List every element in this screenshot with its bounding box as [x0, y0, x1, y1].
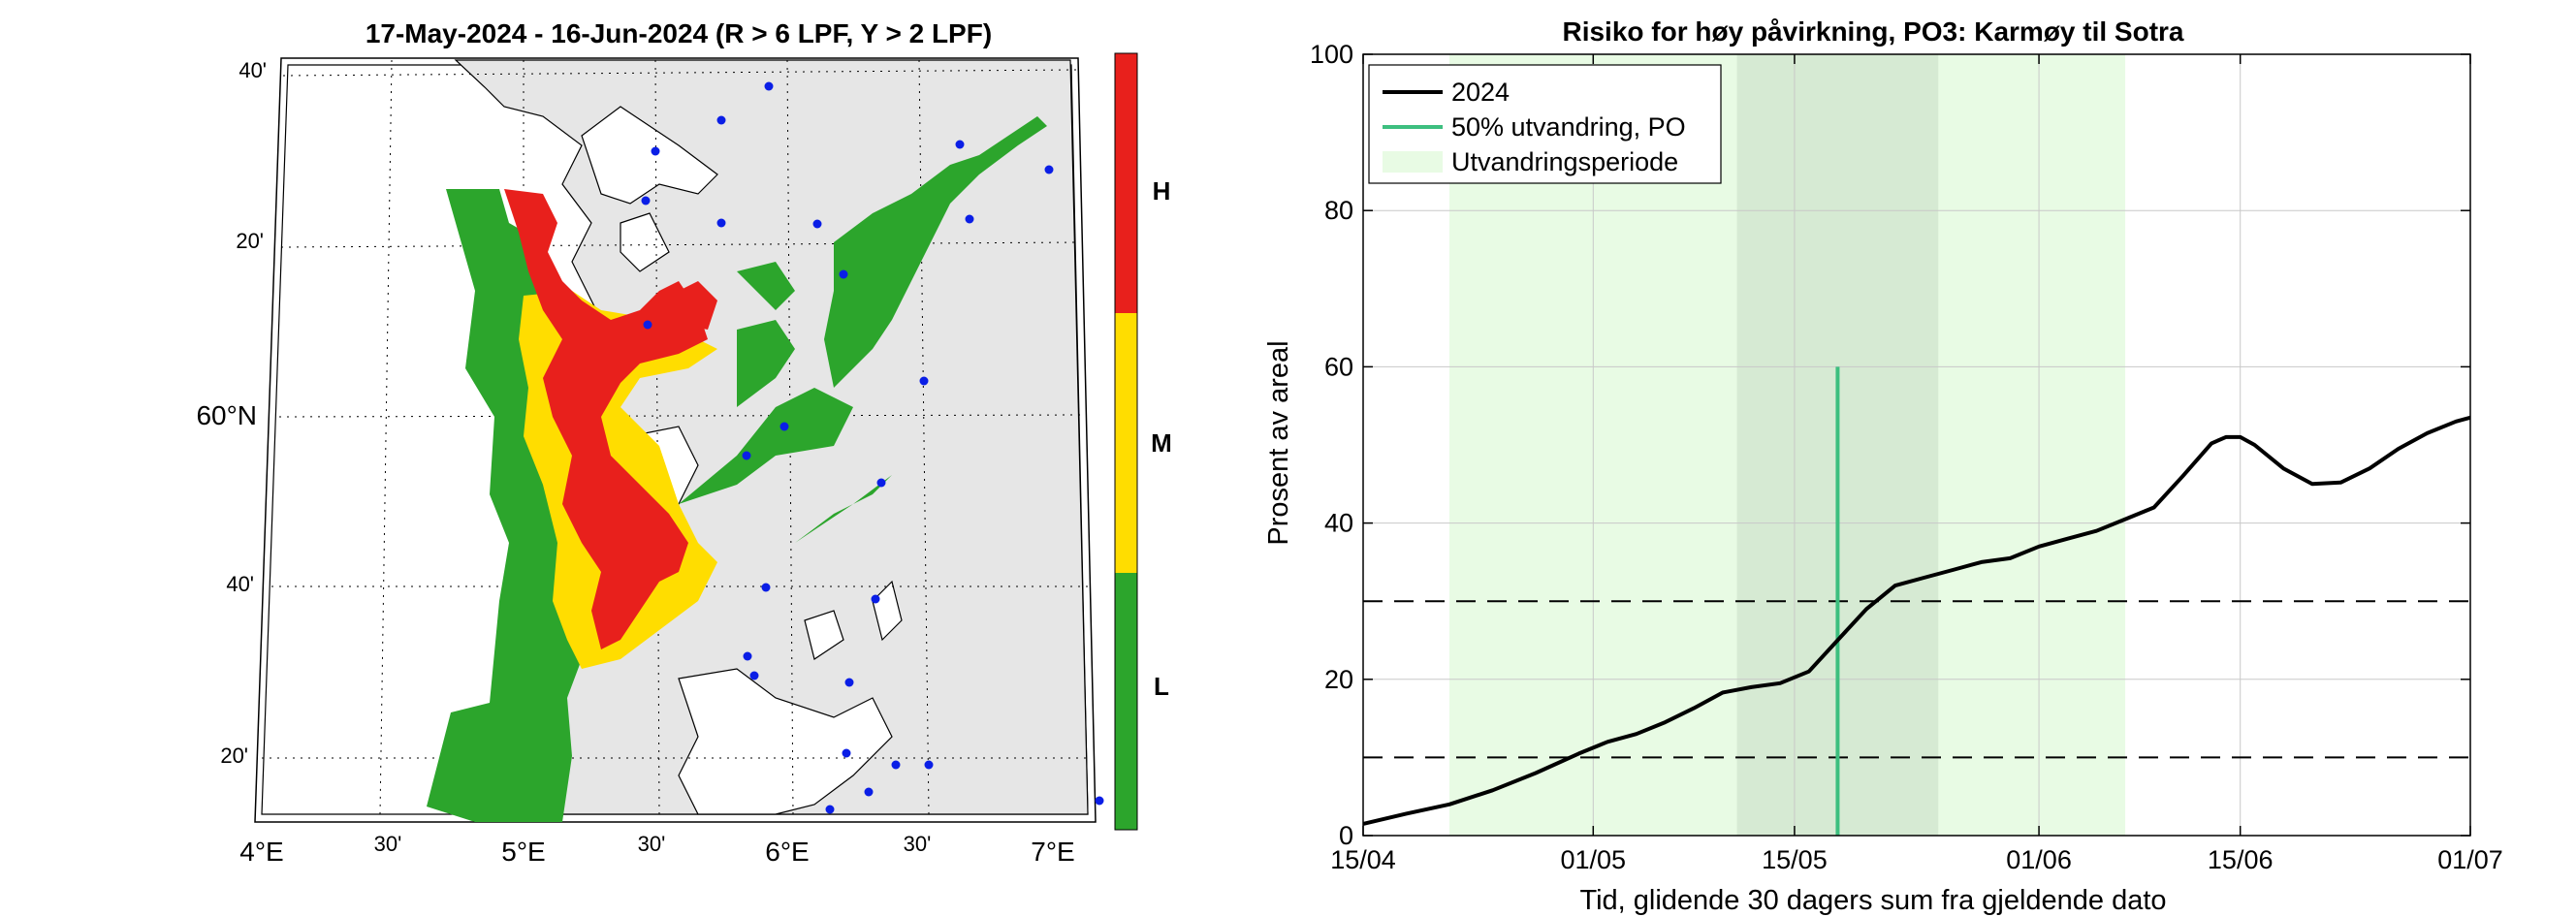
x-tick-label: 01/06 [2006, 845, 2072, 874]
lon-tick-1: 4°E [239, 837, 283, 867]
site-marker [716, 218, 726, 228]
site-marker [1044, 165, 1054, 174]
x-tick-label: 15/04 [1330, 845, 1396, 874]
graticule-lon-5 [918, 59, 930, 815]
legend: 2024 50% utvandring, PO Utvandringsperio… [1368, 64, 1722, 184]
lon-tick-2: 30' [374, 832, 402, 856]
site-markers [641, 81, 1104, 814]
x-axis-label: Tid, glidende 30 dagers sum fra gjeldend… [1579, 885, 2166, 916]
y-tick-label: 60 [1324, 352, 1353, 381]
lat-tick-1: 40' [239, 58, 267, 82]
colorbar-medium [1115, 313, 1137, 573]
site-marker [812, 219, 822, 229]
map-title: 17-May-2024 - 16-Jun-2024 (R > 6 LPF, Y … [366, 18, 992, 48]
legend-label-period: Utvandringsperiode [1451, 147, 1678, 176]
site-marker [1095, 796, 1104, 806]
site-marker [919, 376, 929, 386]
y-tick-label: 0 [1339, 821, 1353, 850]
colorbar-label-medium: M [1151, 428, 1172, 458]
site-marker [641, 196, 651, 206]
site-marker [749, 671, 759, 680]
site-marker [965, 214, 974, 224]
site-marker [779, 422, 789, 431]
lat-tick-2: 20' [236, 229, 264, 253]
site-marker [839, 269, 848, 279]
legend-label-2024: 2024 [1451, 78, 1510, 107]
site-marker [955, 140, 965, 149]
x-tick-label: 15/05 [1762, 845, 1828, 874]
site-marker [716, 115, 726, 125]
colorbar-label-high: H [1153, 176, 1171, 206]
plot-frame [1362, 53, 2471, 837]
site-marker [764, 81, 774, 91]
site-marker [876, 478, 886, 488]
site-marker [871, 594, 880, 604]
site-marker [825, 805, 835, 814]
lon-tick-7: 7°E [1031, 837, 1074, 867]
graticule-lat-2 [280, 241, 1081, 248]
site-marker [761, 583, 771, 592]
lon-tick-4: 30' [638, 832, 666, 856]
y-axis-label: Prosent av areal [1263, 340, 1294, 545]
site-marker [891, 760, 901, 770]
legend-swatch-period [1383, 151, 1443, 173]
x-tick-label: 01/07 [2437, 845, 2503, 874]
risk-zone-high [504, 189, 717, 649]
lon-tick-3: 5°E [501, 837, 545, 867]
site-marker [651, 146, 660, 156]
site-marker [643, 320, 652, 330]
site-marker [743, 651, 752, 661]
site-marker [842, 748, 851, 758]
legend-label-migration: 50% utvandring, PO [1451, 112, 1686, 142]
lon-tick-6: 30' [904, 832, 932, 856]
site-marker [924, 760, 934, 770]
site-marker [844, 678, 854, 687]
graticule-lat-1 [282, 69, 1077, 77]
chart-title: Risiko for høy påvirkning, PO3: Karmøy t… [1562, 16, 2183, 47]
lat-tick-5: 20' [220, 743, 248, 768]
series-line-2024 [1362, 415, 2471, 826]
lat-tick-4: 40' [226, 572, 254, 596]
y-tick-label: 20 [1324, 665, 1353, 694]
colorbar-high [1115, 53, 1137, 313]
graticule-lon-4 [786, 59, 794, 815]
risk-chart: Risiko for høy påvirkning, PO3: Karmøy t… [1263, 16, 2503, 916]
x-tick-label: 01/05 [1561, 845, 1627, 874]
site-marker [742, 451, 751, 460]
y-tick-label: 40 [1324, 509, 1353, 538]
colorbar-low [1115, 573, 1137, 830]
graticule-lon-3 [654, 59, 660, 815]
colorbar-border [1114, 52, 1138, 831]
graticule [262, 59, 1092, 815]
x-tick-label: 15/06 [2208, 845, 2274, 874]
colorbar-label-low: L [1154, 672, 1169, 701]
y-tick-label: 100 [1310, 40, 1353, 69]
site-marker [864, 787, 874, 797]
y-tick-label: 80 [1324, 196, 1353, 225]
map-frame [254, 57, 1104, 823]
graticule-lon-1 [379, 59, 393, 815]
colorbar: H M L [1114, 52, 1172, 831]
map-panel: 17-May-2024 - 16-Jun-2024 (R > 6 LPF, Y … [196, 18, 1171, 867]
lat-tick-3: 60°N [196, 400, 257, 430]
lon-tick-5: 6°E [765, 837, 809, 867]
plot-area: 15/04 01/05 15/05 01/06 15/06 01/07 0 20 40 60 80 1… [1310, 40, 2503, 874]
